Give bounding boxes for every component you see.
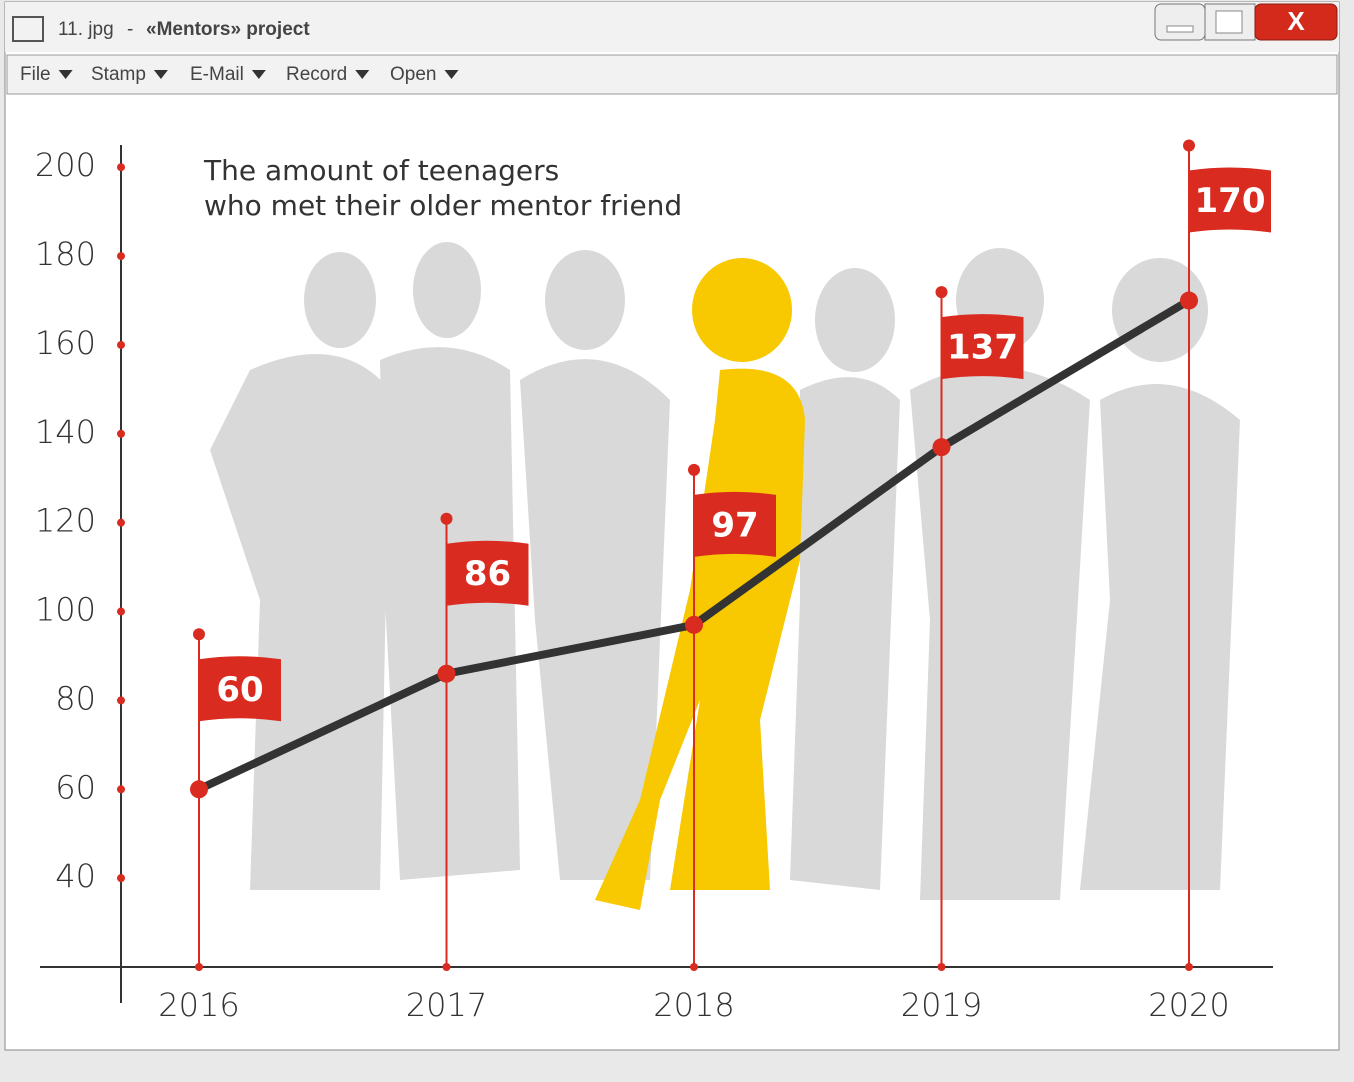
menu-item[interactable]: Stamp — [91, 64, 146, 85]
pole-top — [1183, 139, 1195, 152]
y-tick-mark — [117, 518, 125, 527]
menu-arrow — [153, 70, 168, 79]
pole-top — [935, 286, 948, 299]
menu-item[interactable]: Record — [286, 64, 347, 85]
data-point — [1180, 291, 1198, 310]
plot: 40 60 80 100 120 140 160 180 200 2016 60 2017 86 2018… — [35, 139, 1271, 1024]
y-tick-mark — [117, 874, 125, 883]
y-tick-mark — [117, 252, 125, 261]
silhouettes — [210, 242, 1240, 911]
y-tick-label: 180 — [35, 235, 96, 273]
chart-title: who met their older mentor friend — [204, 189, 682, 222]
menu-arrow — [58, 70, 73, 79]
pole-foot — [937, 963, 946, 971]
y-tick-mark — [117, 607, 125, 616]
maximize-icon — [1215, 10, 1243, 34]
data-point — [685, 615, 703, 634]
menu: File Stamp E-Mail Record Open — [20, 64, 459, 85]
y-tick-label: 160 — [35, 324, 96, 362]
y-tick-label: 40 — [55, 857, 96, 895]
menu-item[interactable]: File — [20, 64, 51, 85]
image-icon — [12, 16, 44, 42]
y-tick-label: 120 — [35, 502, 96, 540]
x-tick-label: 2020 — [1148, 986, 1229, 1024]
title-bar — [5, 2, 1339, 52]
menu-item[interactable]: Open — [390, 64, 436, 85]
menu-arrow — [251, 70, 266, 79]
flag — [1189, 167, 1271, 233]
value-label: 170 — [1195, 181, 1266, 221]
pole-top — [688, 463, 700, 476]
value-label: 137 — [947, 328, 1018, 368]
project-name: «Mentors» project — [146, 19, 310, 40]
y-tick-mark — [117, 785, 125, 794]
menu-item[interactable]: E-Mail — [190, 64, 244, 85]
value-label: 60 — [216, 670, 263, 710]
value-label: 86 — [464, 554, 511, 594]
x-tick-label: 2019 — [901, 986, 982, 1024]
data-point — [190, 780, 208, 799]
x-tick-label: 2016 — [158, 986, 239, 1024]
flag — [446, 540, 529, 606]
pole-foot — [1185, 963, 1193, 971]
y-tick-label: 60 — [55, 768, 96, 806]
y-tick-label: 80 — [55, 679, 96, 717]
y-tick-mark — [117, 696, 125, 705]
y-tick-label: 140 — [35, 413, 96, 451]
data-point — [932, 438, 951, 457]
menu-arrow — [444, 70, 459, 79]
pole-top — [440, 512, 453, 525]
file-name: 11. jpg — [58, 19, 114, 40]
pole-top — [193, 628, 205, 641]
x-tick-label: 2018 — [653, 986, 734, 1024]
y-tick-mark — [117, 340, 125, 349]
close-button[interactable] — [1254, 3, 1338, 41]
minimize-button[interactable] — [1154, 3, 1206, 41]
y-tick-mark — [117, 429, 125, 438]
pole-foot — [690, 963, 698, 971]
close-label: X — [1287, 6, 1305, 36]
menu-arrow — [355, 70, 370, 79]
y-tick-mark — [117, 163, 125, 172]
value-label: 97 — [711, 505, 758, 545]
pole-foot — [195, 963, 203, 971]
data-point — [437, 664, 456, 683]
minimize-icon — [1166, 25, 1194, 33]
flag — [941, 314, 1024, 380]
separator: - — [127, 19, 133, 40]
menu-bar — [6, 54, 1338, 95]
flag — [694, 491, 776, 557]
y-tick-label: 100 — [35, 591, 96, 629]
chart-title: The amount of teenagers — [203, 154, 559, 187]
flag — [199, 656, 281, 722]
y-tick-label: 200 — [35, 146, 96, 184]
pole-foot — [442, 963, 451, 971]
x-tick-label: 2017 — [406, 986, 487, 1024]
